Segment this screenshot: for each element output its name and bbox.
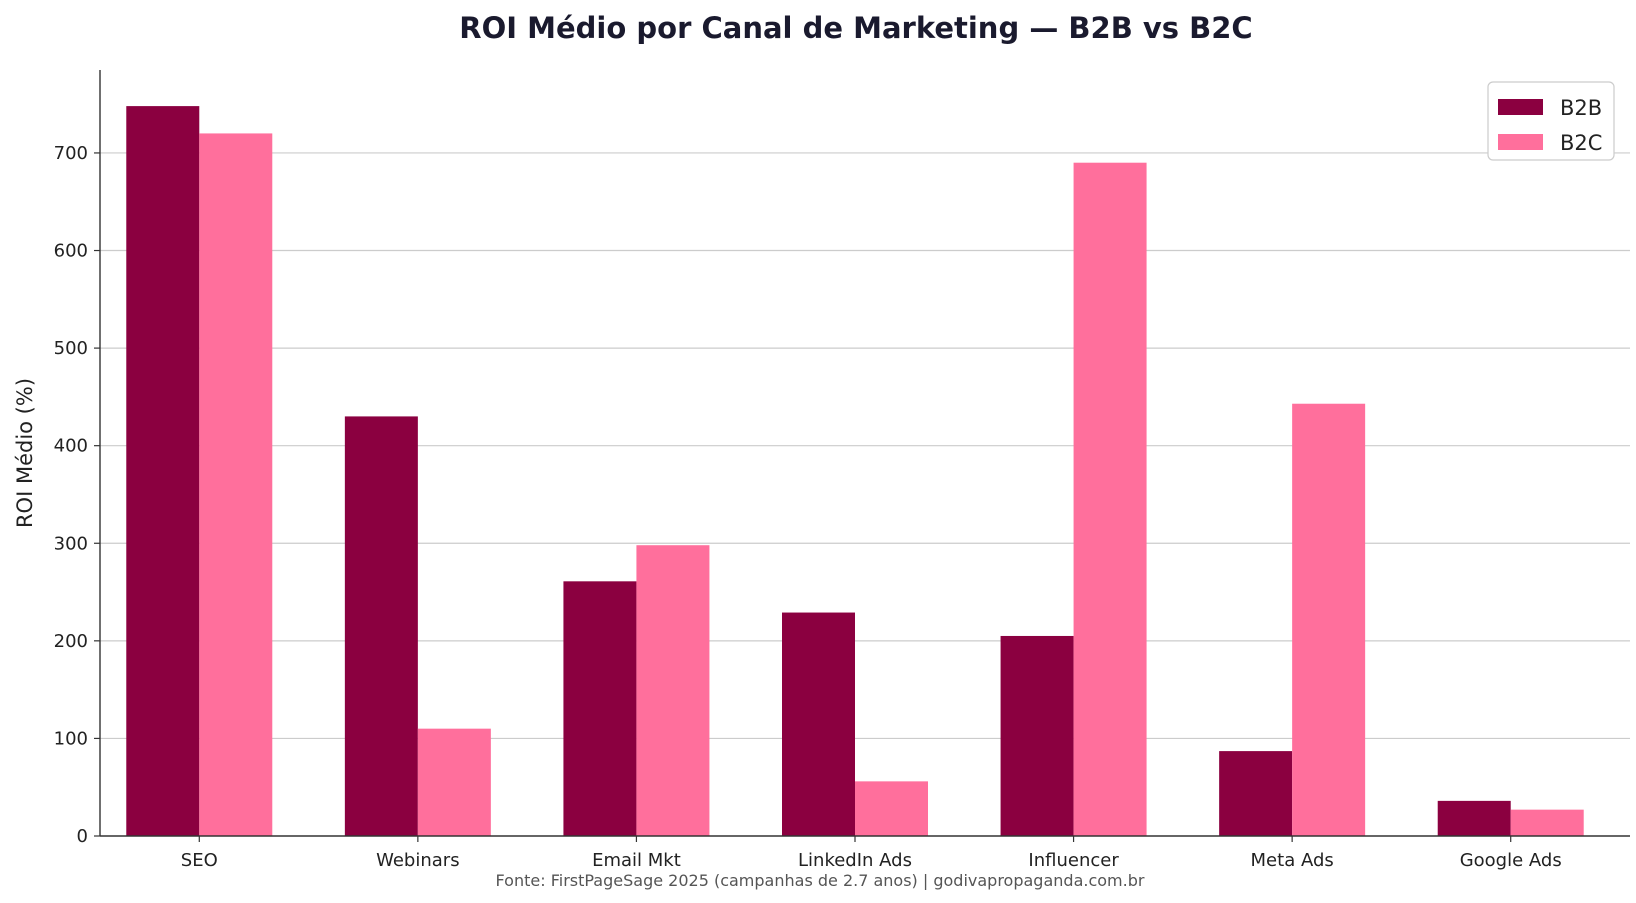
legend-label-b2b: B2B	[1560, 96, 1602, 120]
bar-b2c-google-ads	[1510, 809, 1584, 836]
x-tick-label: Meta Ads	[1251, 850, 1334, 871]
y-axis-label: ROI Médio (%)	[13, 378, 37, 528]
axes: 0 100 200 300 400 500 600 700 SEO Webinars Email M…	[54, 70, 1630, 871]
bar-b2b-seo	[126, 106, 200, 836]
legend-label-b2c: B2C	[1560, 131, 1602, 155]
y-tick-label: 100	[54, 728, 88, 749]
y-tick-label: 500	[54, 338, 88, 359]
x-tick-label: Email Mkt	[592, 850, 681, 871]
bars	[126, 106, 1584, 837]
y-tick-label: 600	[54, 241, 88, 262]
bar-b2c-influencer	[1073, 162, 1147, 837]
x-tick-label: Webinars	[376, 850, 459, 871]
y-tick-label: 0	[77, 826, 88, 847]
legend-swatch-b2c	[1498, 134, 1543, 150]
x-tick-label: Influencer	[1028, 850, 1119, 871]
bar-b2c-email-mkt	[636, 545, 710, 836]
bar-b2b-webinars	[344, 416, 418, 836]
legend-swatch-b2b	[1498, 99, 1543, 115]
grid-lines	[100, 152, 1630, 740]
bar-b2b-influencer	[1000, 635, 1074, 836]
x-tick-label: Google Ads	[1460, 850, 1562, 871]
bar-b2b-linkedin-ads	[782, 612, 855, 836]
bar-b2c-linkedin-ads	[855, 781, 928, 836]
bar-b2b-google-ads	[1437, 800, 1511, 836]
source-note: Fonte: FirstPageSage 2025 (campanhas de …	[496, 871, 1145, 890]
y-tick-label: 400	[54, 436, 88, 457]
y-tick-label: 200	[54, 631, 88, 652]
bar-b2b-meta-ads	[1219, 751, 1293, 836]
x-tick-label: LinkedIn Ads	[798, 850, 912, 871]
y-tick-label: 300	[54, 533, 88, 554]
y-tick-label: 700	[54, 143, 88, 164]
chart-title: ROI Médio por Canal de Marketing — B2B v…	[459, 11, 1252, 45]
bar-b2c-seo	[199, 133, 273, 836]
bar-b2b-email-mkt	[563, 581, 637, 836]
bar-b2c-meta-ads	[1292, 403, 1366, 836]
x-tick-label: SEO	[181, 850, 218, 871]
bar-b2c-webinars	[417, 728, 491, 836]
